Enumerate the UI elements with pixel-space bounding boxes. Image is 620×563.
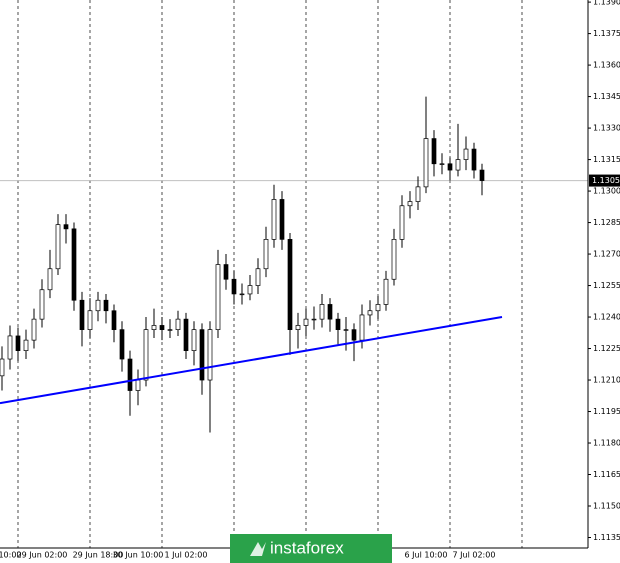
candle-body — [63, 224, 69, 230]
candle-body — [15, 335, 21, 351]
watermark: instaforex — [230, 534, 392, 563]
candle-body — [319, 304, 325, 320]
x-tick-label: 6 Jul 10:00 — [405, 551, 448, 560]
candle-body — [271, 199, 277, 240]
candle-body — [279, 199, 285, 240]
candle-body — [423, 138, 429, 188]
candle-body — [231, 278, 237, 295]
candle-body — [159, 325, 165, 330]
y-tick-label: 1.1345 — [593, 92, 620, 101]
candle-body — [111, 310, 117, 330]
candle-body — [23, 339, 29, 351]
candle-body — [479, 169, 485, 181]
candle-body — [103, 299, 109, 312]
candle-body — [167, 329, 173, 331]
candle-body — [303, 318, 309, 326]
y-tick-label: 1.1180 — [593, 439, 620, 448]
candle-body — [223, 264, 229, 280]
candle-body — [375, 304, 381, 312]
candle-body — [135, 379, 141, 391]
y-tick-label: 1.1375 — [593, 29, 620, 38]
candle-body — [79, 299, 85, 330]
y-tick-label: 1.1285 — [593, 218, 620, 227]
y-tick-label: 1.1255 — [593, 281, 620, 290]
current-price-label: 1.1305 — [592, 176, 620, 185]
y-tick-label: 1.1390 — [593, 0, 620, 7]
y-tick-label: 1.1300 — [593, 187, 620, 196]
candle-body — [431, 138, 437, 165]
plot-area — [0, 0, 588, 548]
candle-body — [143, 329, 149, 381]
candle-body — [311, 318, 317, 321]
candle-body — [351, 329, 357, 341]
candle-body — [47, 268, 53, 291]
candle-body — [463, 148, 469, 160]
candle-body — [191, 329, 197, 351]
candle-body — [71, 228, 77, 301]
x-tick-label: 10:00 — [0, 551, 22, 560]
y-tick-label: 1.1240 — [593, 313, 620, 322]
candle-body — [399, 205, 405, 240]
candle-body — [407, 201, 413, 207]
candle-body — [87, 310, 93, 330]
y-tick-label: 1.1135 — [593, 533, 620, 542]
candle-body — [263, 239, 269, 270]
candle-body — [439, 163, 445, 165]
candle-body — [415, 186, 421, 202]
candle-body — [391, 239, 397, 280]
y-tick-label: 1.1270 — [593, 250, 620, 259]
candle-body — [199, 329, 205, 381]
candle-body — [183, 318, 189, 351]
candle-body — [207, 329, 213, 381]
candle-body — [55, 224, 61, 270]
trendline — [0, 316, 503, 405]
y-tick-label: 1.1195 — [593, 407, 620, 416]
candle-body — [343, 329, 349, 331]
candles — [0, 96, 503, 433]
watermark-logo — [250, 542, 266, 556]
grid — [0, 0, 588, 548]
candle-body — [367, 310, 373, 316]
y-tick-label: 1.1360 — [593, 61, 620, 70]
candle-body — [327, 304, 333, 320]
candle-body — [175, 318, 181, 330]
candle-body — [215, 264, 221, 330]
candle-body — [247, 285, 253, 295]
y-tick-label: 1.1225 — [593, 344, 620, 353]
candle-body — [151, 325, 157, 330]
candle-body — [383, 278, 389, 305]
candle-body — [447, 163, 453, 171]
x-tick-label: 29 Jun 18:00 — [73, 551, 124, 560]
y-tick-label: 1.1210 — [593, 376, 620, 385]
watermark-text: instaforex — [270, 538, 344, 557]
y-tick-label: 1.1150 — [593, 502, 620, 511]
x-tick-label: 1 Jul 02:00 — [165, 551, 208, 560]
candle-body — [0, 358, 5, 377]
candle-body — [359, 314, 365, 341]
candle-body — [7, 335, 13, 360]
x-tick-label: 7 Jul 02:00 — [453, 551, 496, 560]
y-tick-label: 1.1165 — [593, 470, 620, 479]
candle-body — [127, 358, 133, 391]
candle-body — [287, 239, 293, 330]
candle-body — [31, 318, 37, 341]
x-tick-label: 29 Jun 02:00 — [17, 551, 68, 560]
candle-body — [335, 318, 341, 330]
candle-body — [471, 148, 477, 171]
candle-body — [255, 268, 261, 286]
y-tick-label: 1.1315 — [593, 155, 620, 164]
candle-body — [455, 159, 461, 171]
x-tick-label: 30 Jun 10:00 — [113, 551, 164, 560]
candle-body — [119, 329, 125, 360]
current-price-box — [589, 174, 620, 187]
candle-body — [39, 289, 45, 320]
candle-body — [239, 293, 245, 296]
candle-body — [295, 325, 301, 330]
y-tick-label: 1.1330 — [593, 124, 620, 133]
candle-body — [95, 299, 101, 312]
